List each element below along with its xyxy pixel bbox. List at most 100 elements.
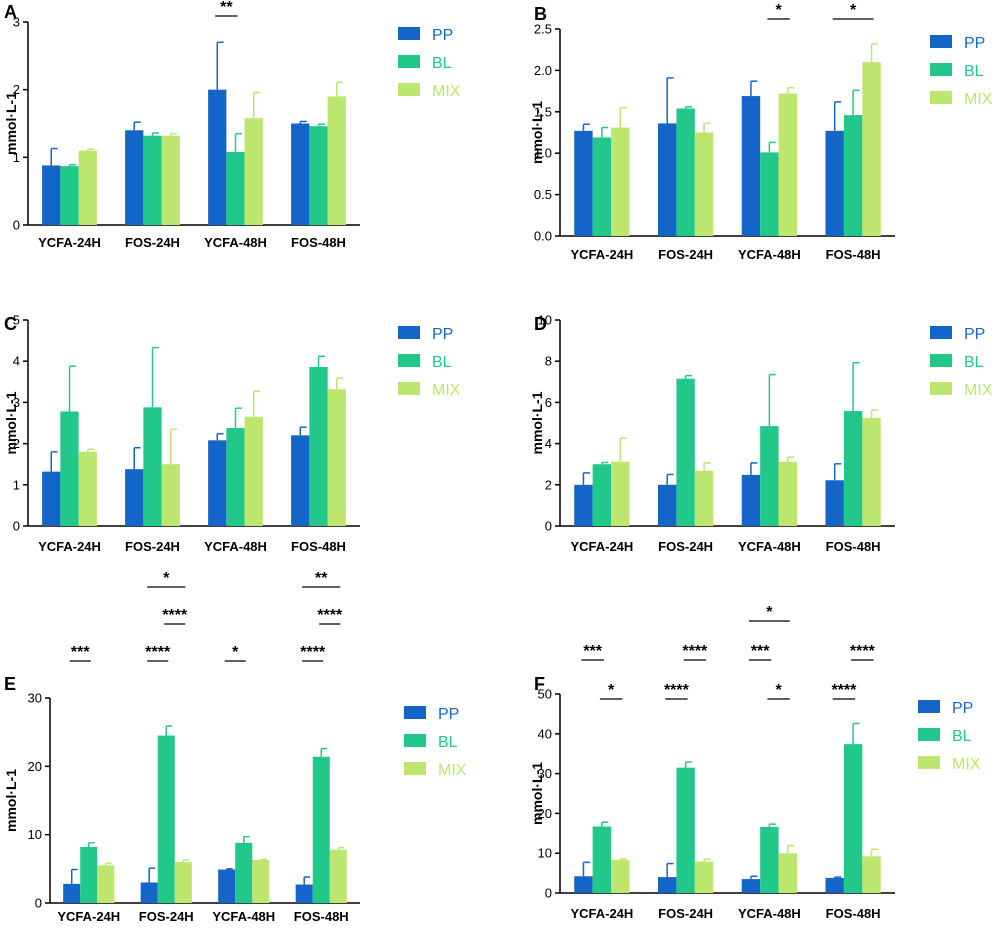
panel-f-significance-label: * — [775, 682, 782, 699]
panel-d-category-label: YCFA-24H — [570, 539, 633, 554]
panel-f-y-tick-label: 40 — [538, 726, 552, 741]
panel-c-y-tick-label: 4 — [13, 354, 20, 369]
panel-b-legend-swatch-pp — [930, 35, 952, 48]
panel-d-bar-bl — [592, 464, 612, 526]
panel-b-y-axis-label: mmol·L-1 — [529, 101, 545, 164]
panel-c-category-label: YCFA-24H — [38, 539, 101, 554]
panel-e-bar-bl — [312, 756, 330, 903]
panel-d-letter: D — [534, 314, 547, 334]
panel-e-significance-label: **** — [317, 607, 343, 624]
panel-d-legend-label-pp: PP — [964, 326, 985, 343]
panel-f-category-label: YCFA-24H — [570, 906, 633, 921]
panel-b-bar-bl — [760, 152, 779, 236]
panel-a-legend-swatch-mix — [398, 83, 420, 96]
panel-c-legend-swatch-mix — [398, 382, 420, 395]
panel-e-significance-label: **** — [145, 644, 171, 661]
panel-c-bar-mix — [161, 464, 180, 526]
panel-d-y-tick-label: 10 — [538, 313, 552, 328]
panel-d-bar-mix — [694, 470, 714, 526]
panel-b-y-tick-label: 2.0 — [534, 63, 552, 78]
panel-b-bar-mix — [611, 127, 630, 236]
panel-f-y-tick-label: 50 — [538, 687, 552, 702]
panel-e-significance-label: **** — [162, 607, 188, 624]
panel-c-bar-pp — [125, 469, 144, 526]
panel-a-bar-pp — [208, 89, 227, 226]
panel-c-legend-label-mix: MIX — [432, 382, 461, 399]
panel-a-category-label: FOS-24H — [125, 235, 180, 250]
panel-b-legend-swatch-bl — [930, 63, 952, 76]
panel-a-category-label: YCFA-48H — [204, 235, 267, 250]
panel-e-bar-bl — [235, 842, 253, 903]
panel-f-significance-label: **** — [850, 643, 876, 660]
panel-d-y-tick-label: 4 — [545, 436, 552, 451]
panel-a-bar-bl — [60, 166, 79, 225]
panel-d-bar-mix — [611, 461, 630, 526]
panel-e-bar-bl — [80, 846, 98, 903]
panel-f-significance-label: *** — [751, 643, 770, 660]
panel-b-y-tick-label: 2.5 — [534, 22, 552, 37]
panel-e-y-tick-label: 0 — [35, 896, 42, 911]
panel-a-bar-bl — [226, 151, 245, 225]
panel-e-y-tick-label: 20 — [28, 759, 42, 774]
panel-d-legend-swatch-pp — [930, 326, 952, 339]
panel-a-bar-pp — [125, 130, 144, 225]
panel-a-y-tick-label: 1 — [13, 150, 20, 165]
panel-f-bar-mix — [778, 853, 798, 893]
panel-c-y-axis-label: mmol·L-1 — [3, 391, 19, 454]
panel-f-bar-bl — [843, 744, 863, 893]
panel-b-bar-pp — [657, 123, 677, 236]
panel-f-legend-swatch-bl — [918, 728, 940, 741]
panel-d-bar-pp — [825, 480, 844, 526]
panel-a-legend-label-pp: PP — [432, 27, 453, 44]
panel-d-bar-mix — [862, 417, 881, 526]
panel-f-y-tick-label: 20 — [538, 806, 552, 821]
panel-b-legend-label-mix: MIX — [964, 91, 993, 108]
panel-c-category-label: FOS-48H — [291, 539, 346, 554]
panel-e-category-label: YCFA-48H — [212, 909, 275, 924]
panel-a-bar-bl — [309, 126, 328, 225]
panel-c-bar-mix — [78, 451, 97, 526]
panel-a-category-label: YCFA-24H — [38, 235, 101, 250]
panel-f-bar-bl — [760, 826, 779, 893]
panel-d-bar-bl — [676, 378, 695, 526]
panel-e-significance-label: * — [163, 570, 170, 587]
panel-b-bar-pp — [574, 130, 593, 236]
panel-f-legend-label-pp: PP — [952, 700, 973, 717]
panel-d-bar-bl — [760, 426, 779, 526]
panel-a-legend-label-bl: BL — [432, 55, 452, 72]
panel-d-category-label: FOS-48H — [826, 539, 881, 554]
panel-e-bar-pp — [295, 884, 313, 903]
panel-e-legend-swatch-bl — [404, 734, 426, 747]
panel-f-bar-mix — [694, 861, 714, 893]
panel-f-significance-label: **** — [664, 682, 690, 699]
panel-a-legend-swatch-pp — [398, 27, 420, 40]
panel-c-y-tick-label: 2 — [13, 436, 20, 451]
panel-d-y-tick-label: 0 — [545, 519, 552, 534]
panel-c-y-tick-label: 1 — [13, 477, 20, 492]
panel-f-legend-swatch-pp — [918, 700, 940, 713]
panel-f-category-label: FOS-48H — [826, 906, 881, 921]
panel-a-category-label: FOS-48H — [291, 235, 346, 250]
panel-d-y-axis-label: mmol·L-1 — [529, 391, 545, 454]
panel-d-y-tick-label: 6 — [545, 395, 552, 410]
panel-e-category-label: FOS-24H — [139, 909, 194, 924]
panel-e-bar-pp — [140, 882, 158, 903]
panel-c-legend-label-pp: PP — [432, 326, 453, 343]
panel-f-y-tick-label: 30 — [538, 766, 552, 781]
panel-a-bar-pp — [42, 165, 61, 225]
panel-e-legend-label-pp: PP — [438, 706, 459, 723]
panel-a-bar-pp — [291, 123, 310, 225]
panel-d-bar-pp — [657, 484, 677, 526]
panel-d-legend-swatch-mix — [930, 382, 952, 395]
panel-f-significance-label: * — [608, 682, 615, 699]
panel-f-y-tick-label: 0 — [545, 886, 552, 901]
panel-d-bar-pp — [741, 474, 761, 526]
panel-b-bar-pp — [825, 130, 844, 236]
panel-e-legend-swatch-mix — [404, 762, 426, 775]
panel-f-bar-mix — [862, 856, 881, 893]
panel-e-bar-mix — [174, 862, 192, 903]
